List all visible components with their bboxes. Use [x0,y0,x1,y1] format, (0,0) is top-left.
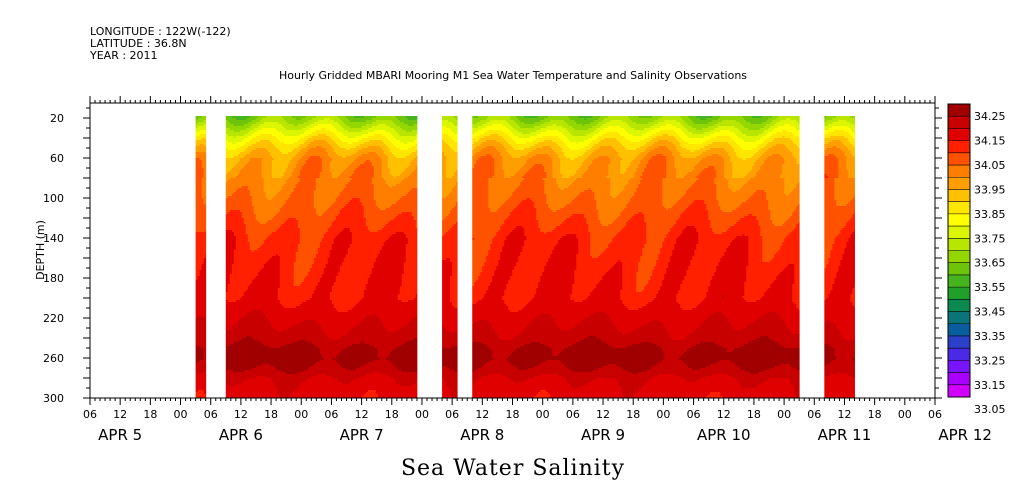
year-label: YEAR : 2011 [89,49,158,62]
chart-title: Hourly Gridded MBARI Mooring M1 Sea Wate… [279,69,747,82]
salinity-field [196,116,855,398]
